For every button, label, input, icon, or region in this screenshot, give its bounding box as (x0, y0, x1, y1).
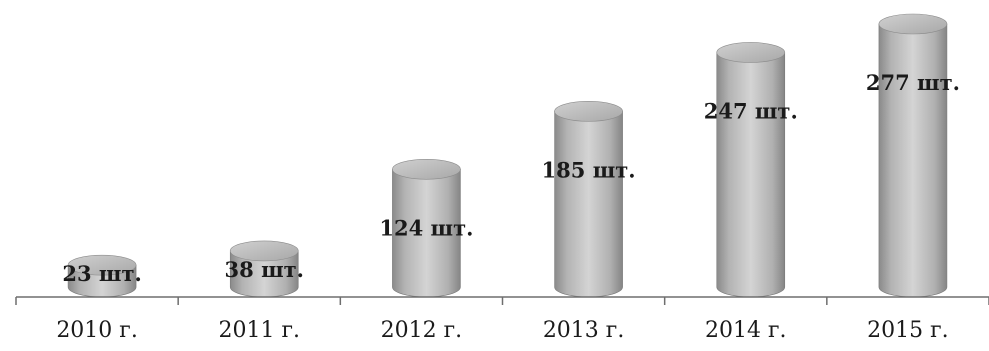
value-label: 38 шт. (225, 257, 304, 282)
labels-group: 23 шт. 2010 г. 38 шт. 2011 г. 124 шт. 2012 г.… (56, 70, 960, 343)
bar-top (878, 13, 948, 35)
bar-top (554, 101, 623, 122)
category-label: 2012 г. (381, 318, 463, 343)
bars-group (67, 13, 948, 298)
x-axis (15, 296, 989, 305)
bar-body (554, 111, 623, 298)
bar-top (229, 240, 299, 262)
bar-top (392, 158, 461, 180)
bar-body (878, 23, 948, 298)
category-label: 2011 г. (218, 318, 300, 343)
bar-body (716, 52, 786, 298)
category-label: 2010 г. (56, 318, 138, 343)
value-label: 247 шт. (704, 98, 798, 123)
bar-2013-г. (554, 101, 623, 298)
value-label: 277 шт. (866, 70, 960, 95)
category-label: 2013 г. (543, 318, 625, 343)
bar-top (716, 42, 786, 63)
bar-2011-г. (229, 240, 299, 298)
value-label: 124 шт. (379, 215, 473, 240)
bar-2010-г. (67, 254, 137, 298)
value-label: 23 шт. (62, 261, 141, 286)
bar-top (67, 254, 137, 276)
category-label: 2014 г. (705, 318, 787, 343)
category-label: 2015 г. (867, 318, 949, 343)
bar-2014-г. (716, 42, 786, 298)
value-label: 185 шт. (542, 157, 636, 182)
bar-2015-г. (878, 13, 948, 298)
